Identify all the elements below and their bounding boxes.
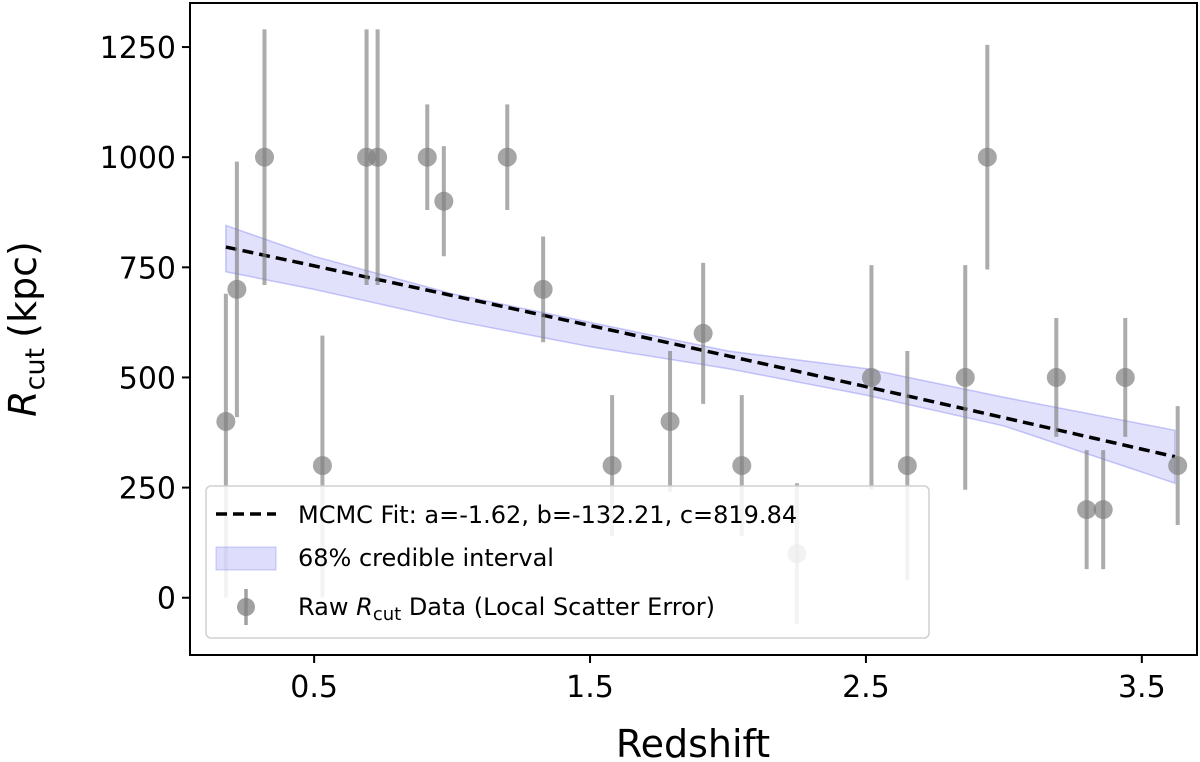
data-point-marker bbox=[312, 456, 332, 476]
y-tick-label: 750 bbox=[119, 251, 176, 286]
data-point-marker bbox=[254, 147, 274, 167]
data-point-marker bbox=[955, 367, 975, 387]
data-point-marker bbox=[660, 412, 680, 432]
plot-area-frame bbox=[189, 2, 1198, 656]
data-point-16 bbox=[861, 265, 881, 490]
data-point-18 bbox=[955, 265, 975, 490]
legend-points-suffix: Data (Local Scatter Error) bbox=[401, 593, 715, 621]
y-axis-label-unit: (kpc) bbox=[1, 241, 45, 338]
data-point-marker bbox=[417, 147, 437, 167]
data-point-marker bbox=[602, 456, 622, 476]
x-tick-label: 2.5 bbox=[842, 670, 890, 705]
data-point-marker bbox=[693, 323, 713, 343]
y-tick-label: 250 bbox=[119, 472, 176, 507]
x-tick-label: 3.5 bbox=[1118, 670, 1166, 705]
data-point-marker bbox=[897, 456, 917, 476]
y-axis-label: Rcut (kpc) bbox=[1, 241, 51, 417]
legend-points-symbol: R bbox=[356, 593, 373, 621]
data-point-marker bbox=[732, 456, 752, 476]
data-point-12 bbox=[660, 351, 680, 492]
y-tick-label: 1250 bbox=[100, 31, 176, 66]
y-axis-label-symbol: R bbox=[1, 390, 45, 416]
x-tick-label: 1.5 bbox=[566, 670, 614, 705]
data-point-10 bbox=[533, 236, 553, 343]
legend-point-marker bbox=[237, 598, 255, 616]
legend-band-swatch bbox=[215, 546, 277, 571]
data-point-marker bbox=[1168, 456, 1188, 476]
data-point-19 bbox=[977, 44, 997, 270]
legend-band-label: 68% credible interval bbox=[298, 544, 554, 572]
data-point-23 bbox=[1115, 317, 1135, 437]
legend: MCMC Fit: a=-1.62, b=-132.21, c=819.84 6… bbox=[205, 485, 930, 639]
data-point-marker bbox=[977, 147, 997, 167]
data-point-marker bbox=[1077, 500, 1097, 520]
x-axis-label: Redshift bbox=[616, 722, 770, 762]
x-tick-label: 0.5 bbox=[290, 670, 338, 705]
data-point-marker bbox=[434, 191, 454, 211]
data-point-marker bbox=[227, 279, 247, 299]
data-point-marker bbox=[1093, 500, 1113, 520]
legend-box bbox=[205, 485, 930, 639]
x-axis-ticks: 0.5 1.5 2.5 3.5 bbox=[290, 655, 1166, 705]
legend-points-subscript: cut bbox=[373, 604, 401, 625]
data-point-9 bbox=[497, 104, 517, 211]
data-point-6 bbox=[368, 29, 388, 285]
data-point-24 bbox=[1168, 406, 1188, 526]
data-point-marker bbox=[1115, 367, 1135, 387]
data-point-21 bbox=[1077, 450, 1097, 570]
data-point-8 bbox=[434, 146, 454, 257]
fit-line-layer bbox=[225, 245, 1176, 459]
data-points-layer bbox=[216, 29, 1188, 625]
y-axis-ticks: 0 250 500 750 1000 1250 bbox=[100, 31, 190, 617]
y-tick-label: 0 bbox=[157, 582, 176, 617]
data-point-marker bbox=[497, 147, 517, 167]
y-axis-label-subscript: cut bbox=[20, 348, 51, 391]
data-point-13 bbox=[693, 262, 713, 404]
data-point-20 bbox=[1046, 317, 1066, 437]
data-point-marker bbox=[368, 147, 388, 167]
data-point-7 bbox=[417, 104, 437, 211]
legend-fit-label: MCMC Fit: a=-1.62, b=-132.21, c=819.84 bbox=[298, 501, 797, 529]
data-point-3 bbox=[254, 29, 274, 285]
data-point-marker bbox=[1046, 367, 1066, 387]
fit-line bbox=[225, 245, 1176, 459]
y-tick-label: 500 bbox=[119, 361, 176, 396]
data-point-marker bbox=[533, 279, 553, 299]
data-point-22 bbox=[1093, 450, 1113, 570]
data-point-marker bbox=[861, 367, 881, 387]
y-tick-label: 1000 bbox=[100, 141, 176, 176]
data-point-marker bbox=[216, 412, 236, 432]
legend-points-label: Raw Rcut Data (Local Scatter Error) bbox=[298, 593, 715, 625]
legend-points-prefix: Raw bbox=[298, 593, 356, 621]
data-point-2 bbox=[227, 161, 247, 418]
